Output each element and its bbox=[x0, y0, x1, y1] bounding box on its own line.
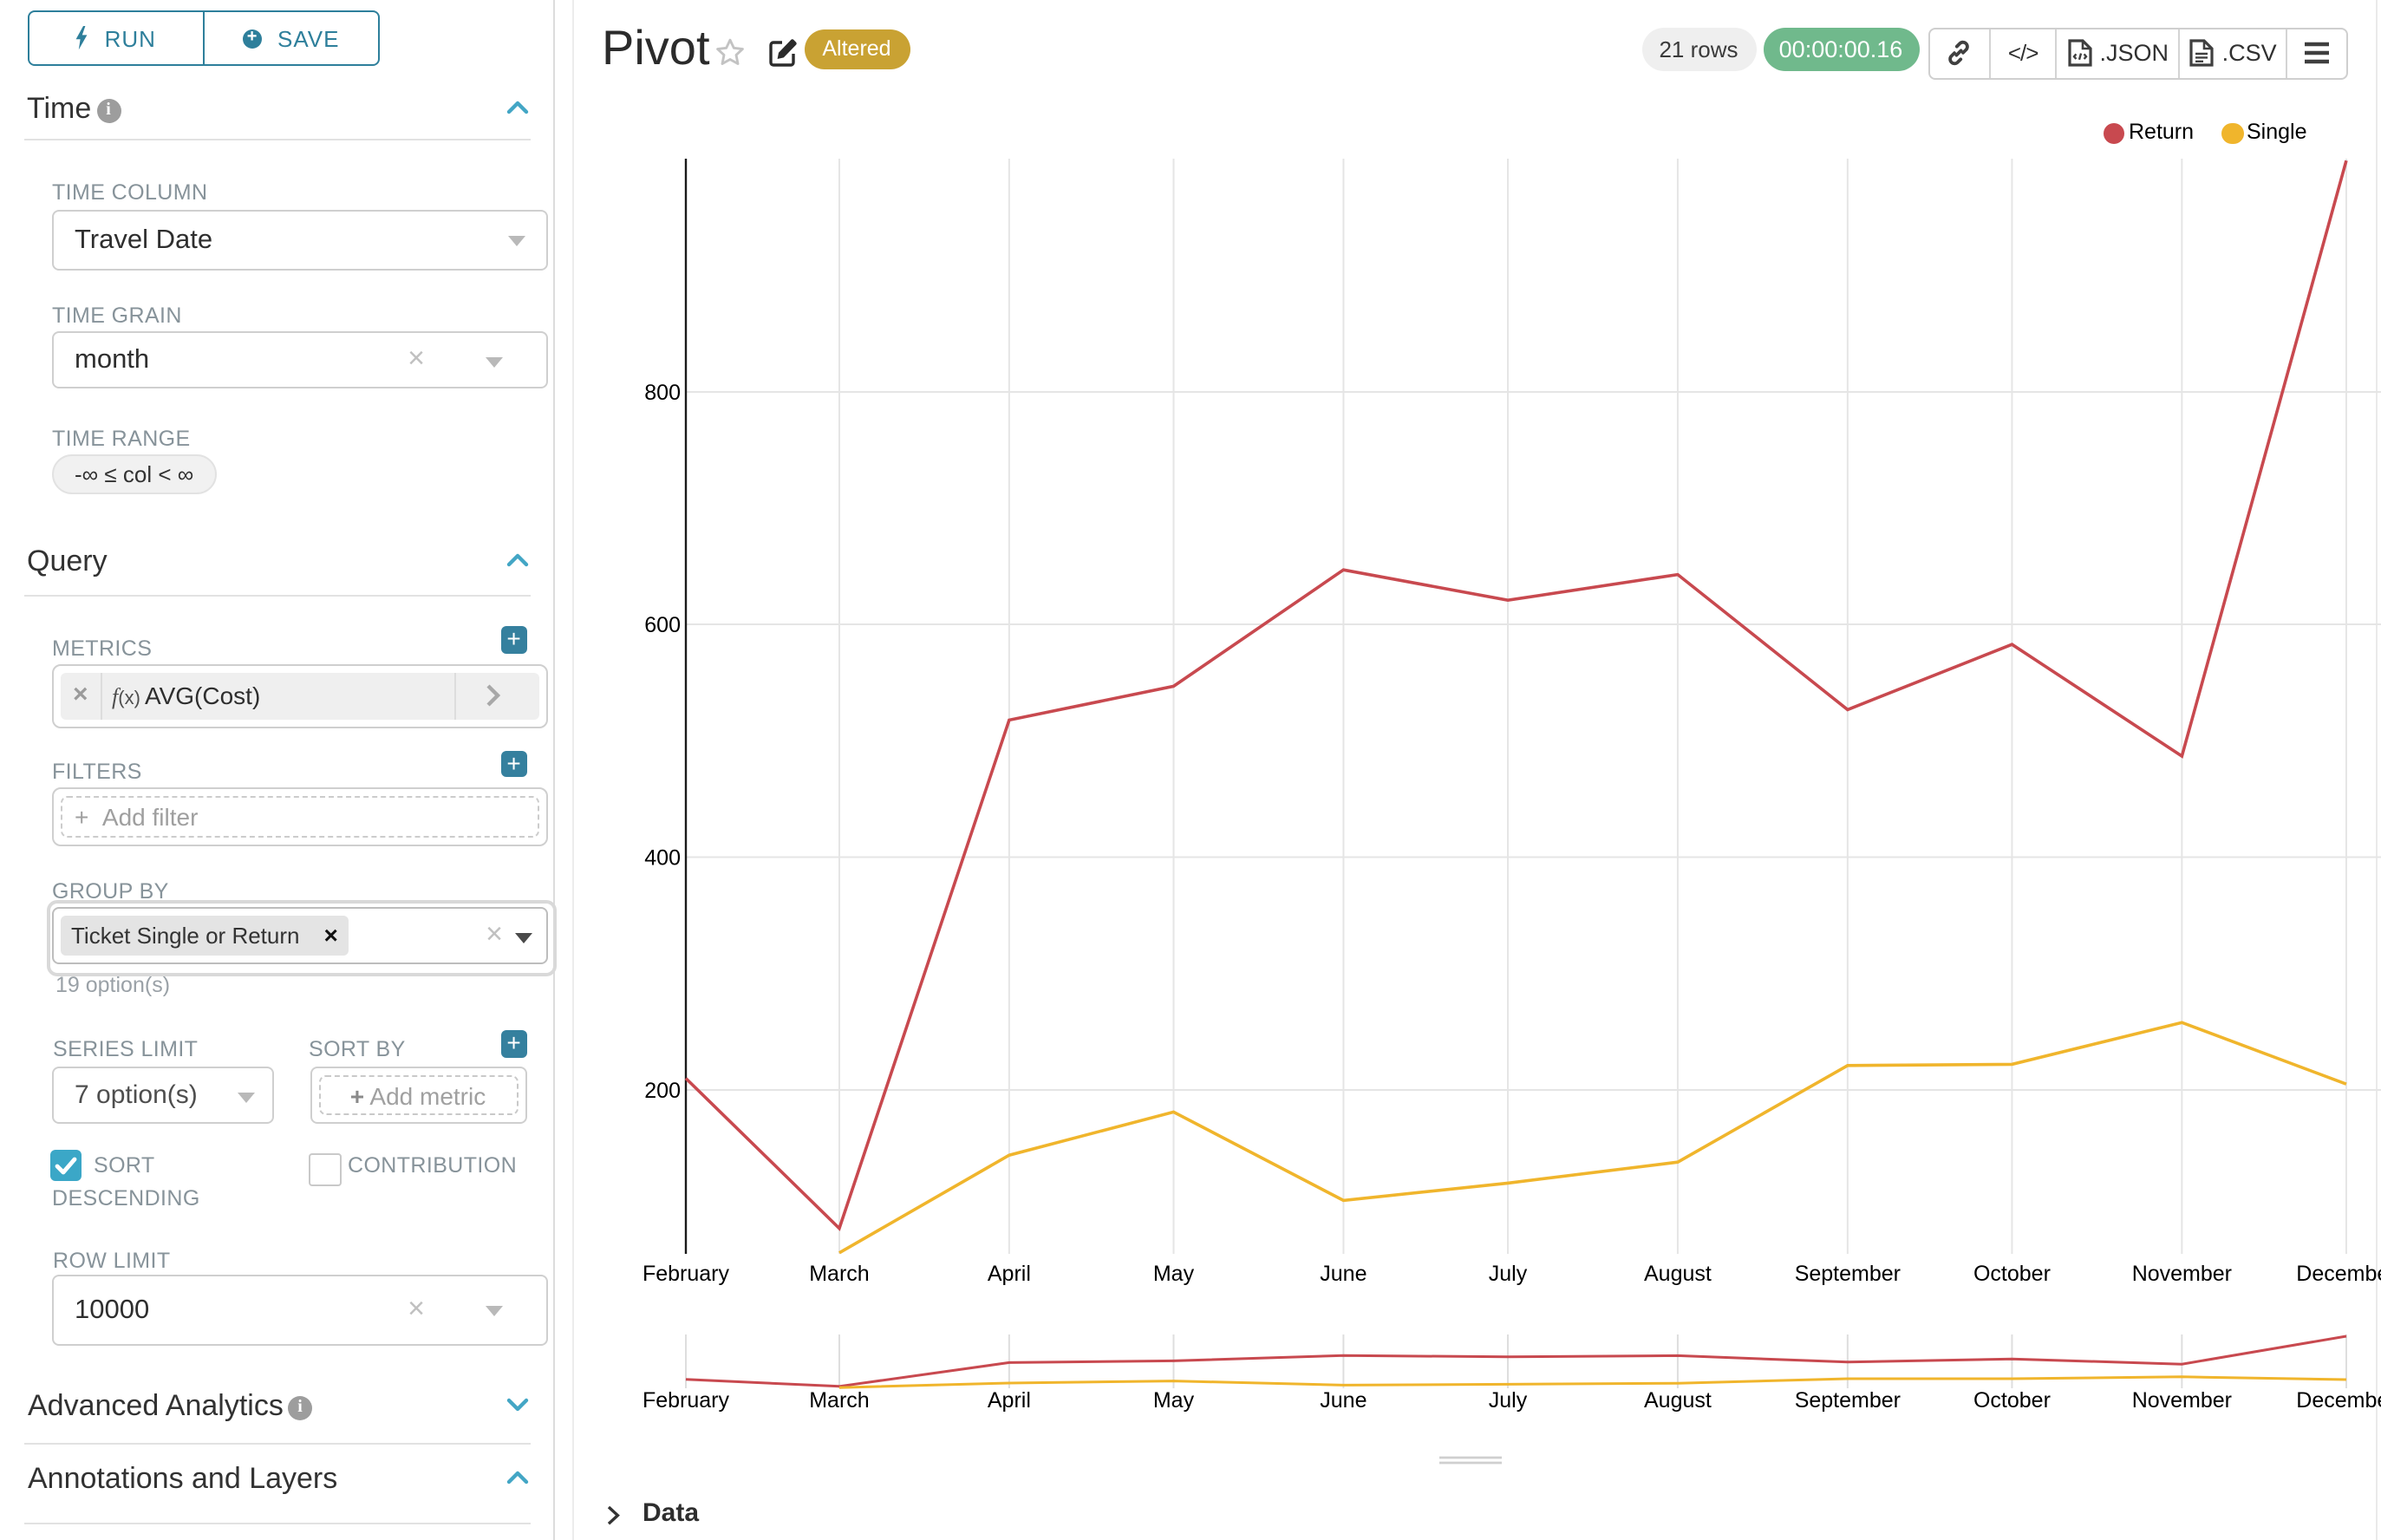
svg-text:May: May bbox=[1153, 1388, 1195, 1413]
svg-text:200: 200 bbox=[644, 1079, 681, 1103]
svg-text:February: February bbox=[643, 1262, 730, 1286]
svg-text:May: May bbox=[1153, 1262, 1195, 1286]
svg-text:October: October bbox=[1973, 1388, 2051, 1413]
svg-text:December: December bbox=[2296, 1388, 2381, 1413]
svg-text:December: December bbox=[2296, 1262, 2381, 1286]
svg-text:November: November bbox=[2132, 1388, 2232, 1413]
svg-text:April: April bbox=[988, 1388, 1031, 1413]
svg-text:September: September bbox=[1795, 1388, 1901, 1413]
svg-text:February: February bbox=[643, 1388, 730, 1413]
svg-text:June: June bbox=[1320, 1388, 1367, 1413]
svg-text:October: October bbox=[1973, 1262, 2051, 1286]
svg-text:November: November bbox=[2132, 1262, 2232, 1286]
svg-text:800: 800 bbox=[644, 381, 681, 405]
svg-text:July: July bbox=[1489, 1262, 1528, 1286]
svg-text:August: August bbox=[1644, 1388, 1712, 1413]
svg-text:600: 600 bbox=[644, 613, 681, 637]
svg-text:March: March bbox=[809, 1388, 869, 1413]
svg-text:September: September bbox=[1795, 1262, 1901, 1286]
svg-text:August: August bbox=[1644, 1262, 1712, 1286]
svg-text:June: June bbox=[1320, 1262, 1367, 1286]
svg-text:April: April bbox=[988, 1262, 1031, 1286]
svg-text:March: March bbox=[809, 1262, 869, 1286]
svg-text:July: July bbox=[1489, 1388, 1528, 1413]
svg-text:400: 400 bbox=[644, 846, 681, 871]
